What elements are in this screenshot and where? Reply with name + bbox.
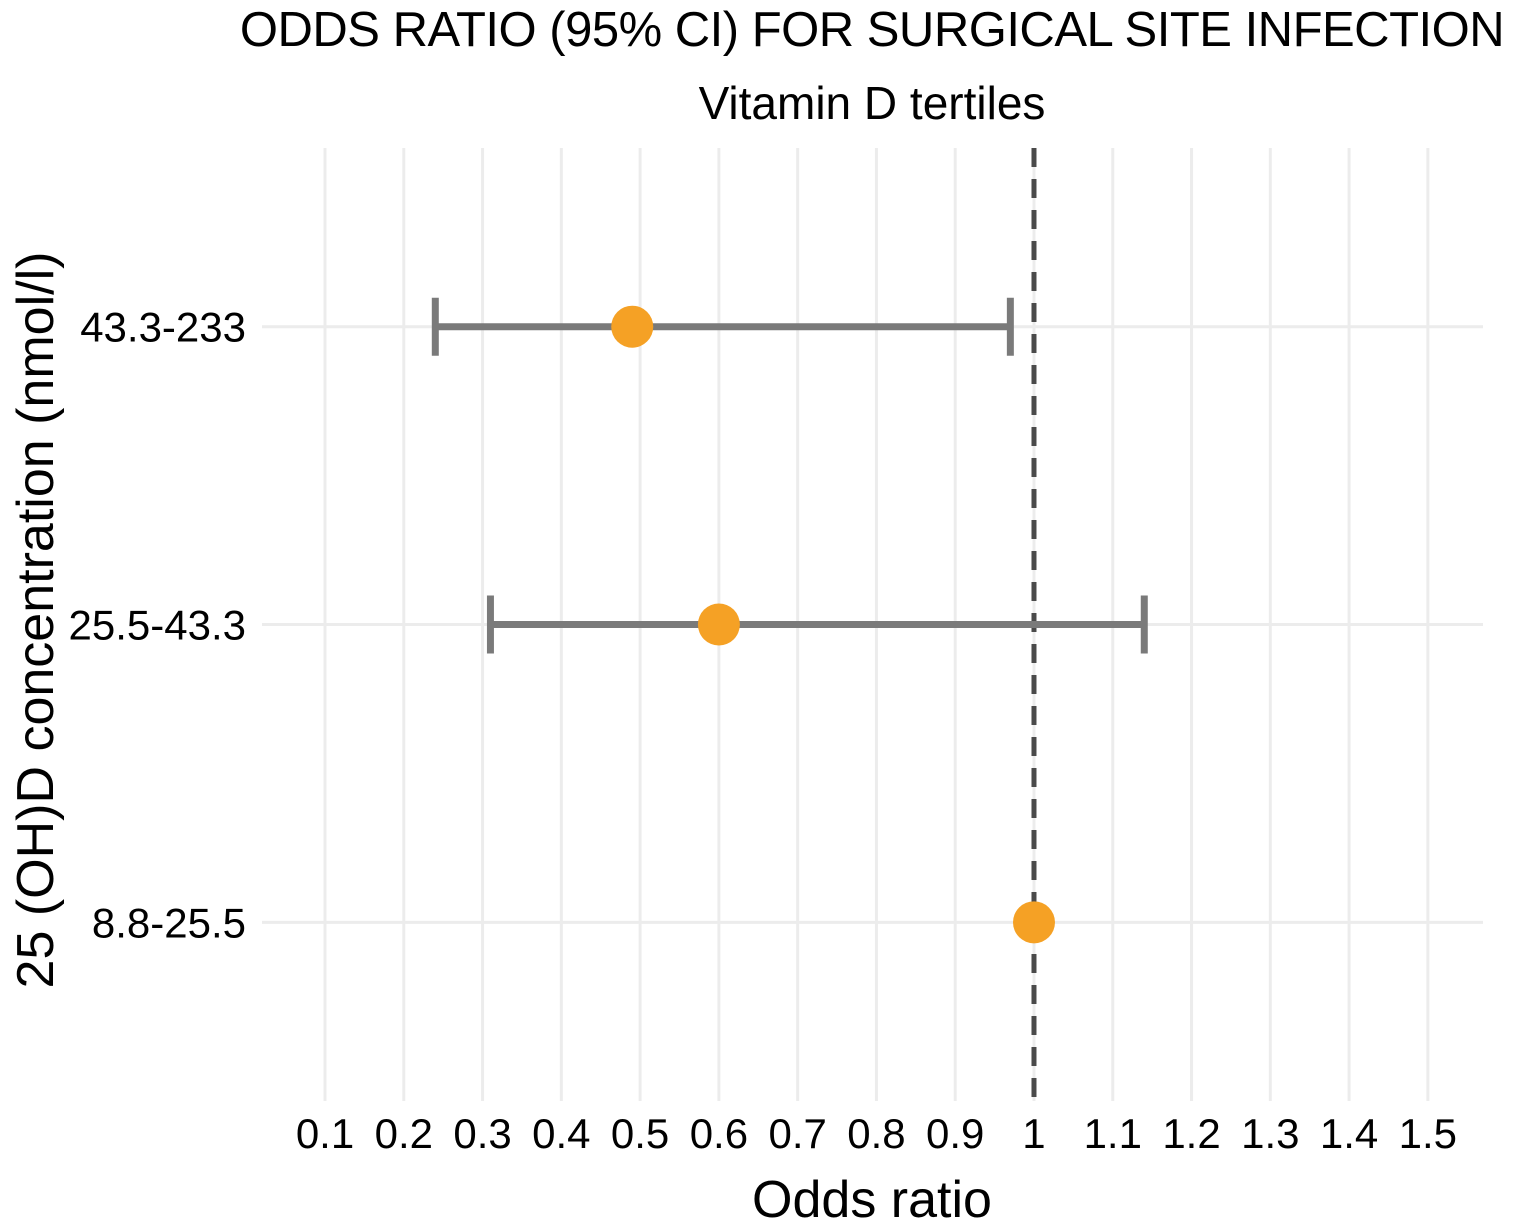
x-tick-label: 0.8 [847,1110,905,1157]
odds-ratio-point [1012,901,1055,944]
x-tick-label: 0.1 [296,1110,354,1157]
odds-ratio-point [697,603,740,646]
x-tick-label: 1.3 [1241,1110,1299,1157]
y-category-label: 8.8-25.5 [92,899,246,946]
x-tick-label: 0.9 [926,1110,984,1157]
x-tick-label: 0.5 [611,1110,669,1157]
x-tick-label: 0.3 [453,1110,511,1157]
x-tick-label: 1.1 [1084,1110,1142,1157]
odds-ratio-series [431,297,1148,944]
x-tick-label: 1.2 [1162,1110,1220,1157]
x-tick-labels: 0.1 0.2 0.3 0.4 0.5 0.6 0.7 0.8 0.9 1 1.1 1.2 1.3 1.4… [296,1110,1457,1157]
x-axis-label: Odds ratio [752,1171,992,1229]
x-tick-label: 1 [1022,1110,1045,1157]
x-tick-label: 0.2 [375,1110,433,1157]
x-tick-label: 1.4 [1320,1110,1378,1157]
x-tick-label: 0.4 [532,1110,590,1157]
chart-subtitle: Vitamin D tertiles [698,77,1046,129]
chart-title: ODDS RATIO (95% CI) FOR SURGICAL SITE IN… [239,3,1505,57]
y-category-labels: 43.3-233 25.5-43.3 8.8-25.5 [69,304,246,947]
odds-ratio-point [611,305,654,348]
y-category-label: 43.3-233 [80,304,246,351]
y-axis-label: 25 (OH)D concentration (nmol/l) [7,251,65,989]
x-tick-label: 0.6 [690,1110,748,1157]
y-category-label: 25.5-43.3 [69,602,246,649]
x-tick-label: 1.5 [1399,1110,1457,1157]
x-tick-label: 0.7 [768,1110,826,1157]
